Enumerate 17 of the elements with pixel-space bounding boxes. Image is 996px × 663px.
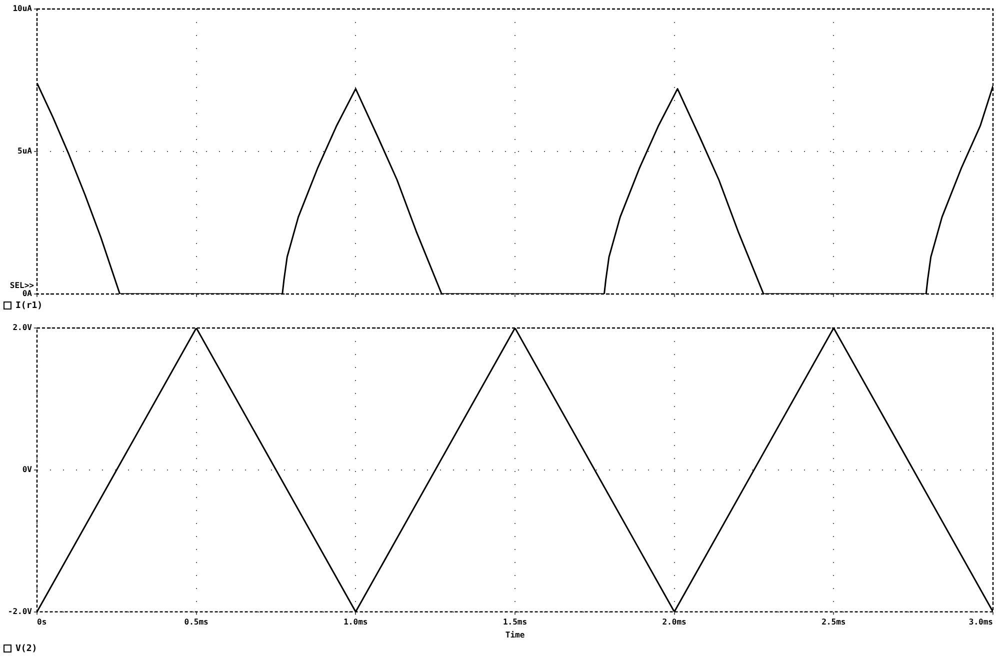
x-tick-label: 0.5ms [184,618,209,627]
x-tick-label: 1.5ms [502,618,528,627]
x-axis-title: Time [505,630,525,640]
legend-label: I(r1) [16,300,43,311]
y-tick-label: 5uA [18,146,32,156]
y-tick-label: 0A [22,289,32,298]
x-tick-label: 2.5ms [822,618,846,627]
x-tick-label: 0s [37,618,47,627]
x-tick-label: 2.0ms [662,618,687,627]
x-tick-label: 3.0ms [968,618,994,627]
y-tick-label: 0V [22,464,32,474]
legend-label: V(2) [16,644,38,654]
text: SEL>> [10,281,34,290]
y-tick-label: 2.0V [12,323,32,332]
y-tick-label: 10uA [12,4,32,14]
x-tick-label: 1.0ms [344,618,368,627]
y-tick-label: -2.0V [8,606,32,616]
